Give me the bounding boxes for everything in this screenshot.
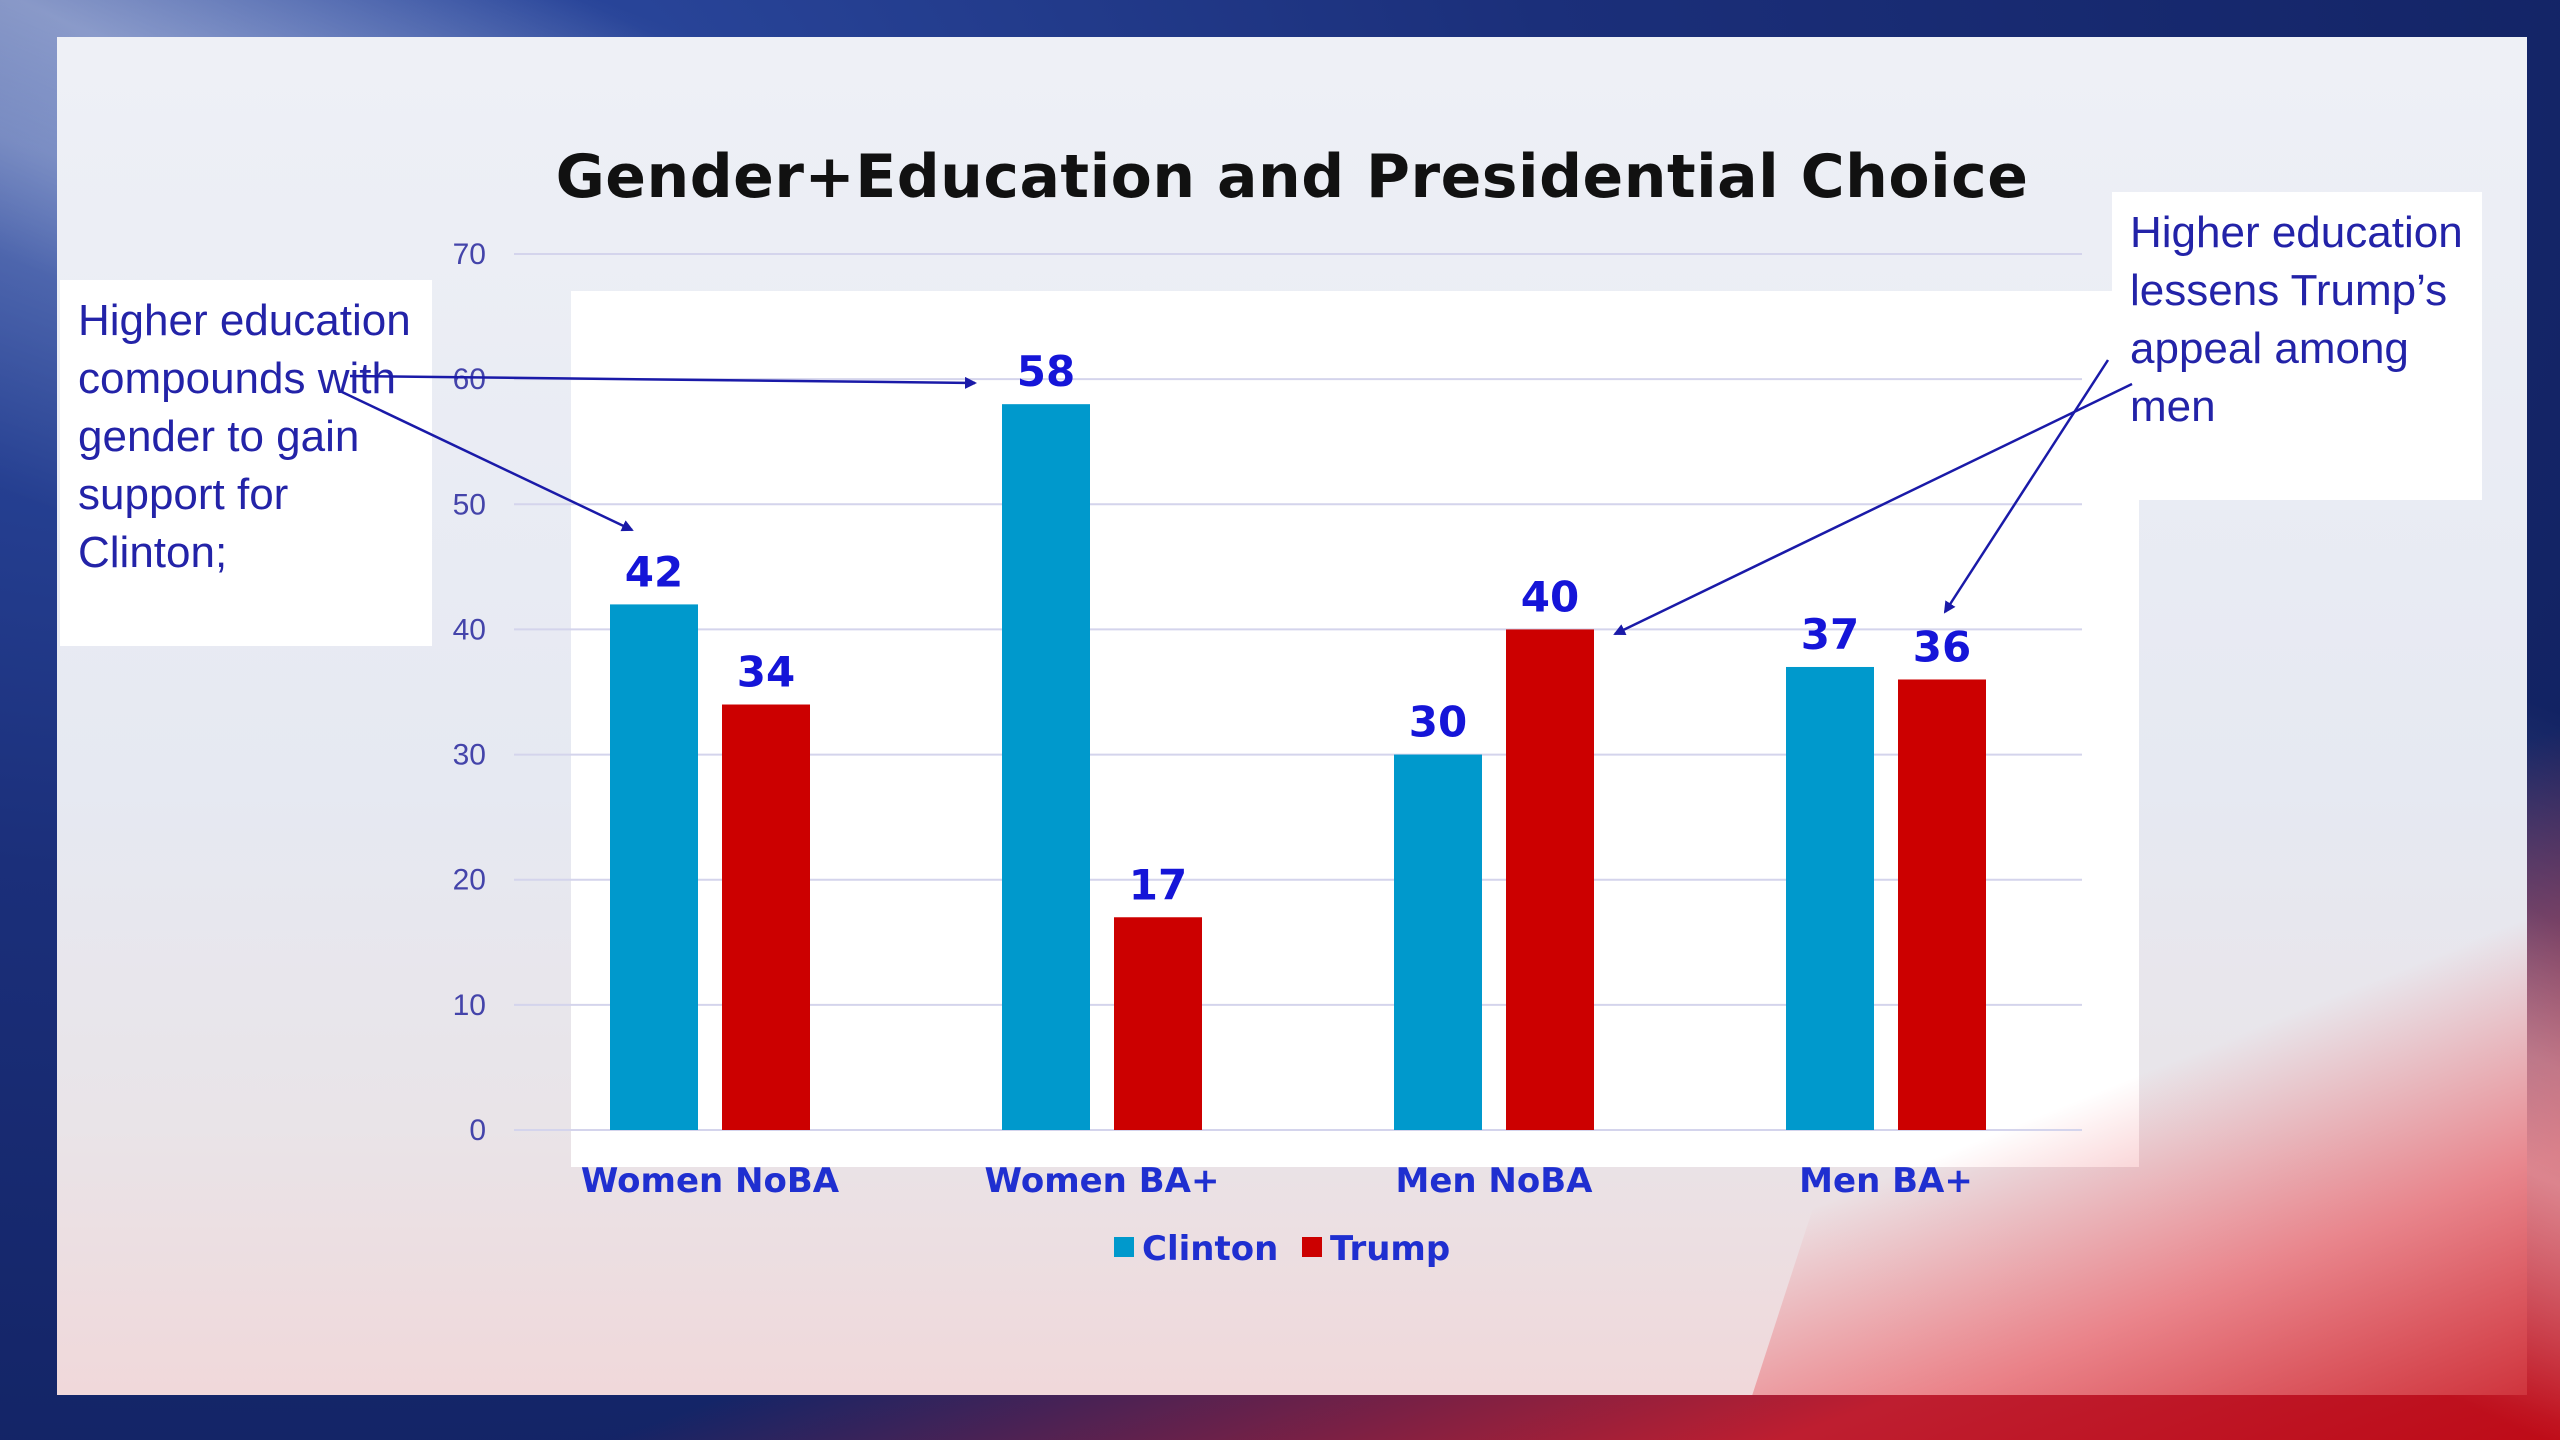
annotation-left: Higher education compounds with gender t…	[60, 280, 432, 646]
data-label-trump-2: 40	[1521, 572, 1579, 621]
legend-label-clinton: Clinton	[1142, 1229, 1278, 1269]
category-label: Men BA+	[1799, 1161, 1973, 1201]
chart-title: Gender+Education and Presidential Choice	[555, 142, 2029, 212]
category-label: Men NoBA	[1396, 1161, 1594, 1201]
data-label-trump-1: 17	[1129, 860, 1187, 909]
arrow-to-men-ba-trump	[1943, 359, 2110, 614]
data-label-trump-3: 36	[1913, 622, 1971, 671]
data-label-clinton-3: 37	[1801, 610, 1859, 659]
y-tick-label: 70	[453, 238, 486, 271]
annotation-right: Higher education lessens Trump’s appeal …	[2112, 192, 2482, 500]
data-label-clinton-0: 42	[625, 547, 683, 596]
bar-trump-3	[1898, 679, 1986, 1130]
data-label-trump-0: 34	[737, 648, 795, 697]
y-tick-label: 0	[469, 1114, 486, 1147]
bar-trump-0	[722, 704, 810, 1130]
bar-clinton-0	[610, 604, 698, 1130]
y-tick-label: 60	[453, 363, 486, 396]
legend-swatch-clinton	[1114, 1237, 1134, 1257]
bar-trump-1	[1114, 917, 1202, 1130]
bar-clinton-1	[1002, 404, 1090, 1131]
y-tick-label: 10	[453, 989, 486, 1022]
data-label-clinton-1: 58	[1017, 347, 1075, 396]
category-label: Women BA+	[985, 1161, 1220, 1201]
y-tick-label: 20	[453, 864, 486, 897]
arrow-to-men-noba-trump	[1613, 382, 2133, 636]
y-tick-label: 50	[453, 488, 486, 521]
y-tick-label: 30	[453, 739, 486, 772]
data-label-clinton-2: 30	[1409, 698, 1467, 747]
bar-clinton-3	[1786, 666, 1874, 1130]
bar-trump-2	[1506, 629, 1594, 1130]
arrow-to-women-noba-clinton	[341, 390, 634, 532]
legend-swatch-trump	[1302, 1237, 1322, 1257]
category-label: Women NoBA	[581, 1161, 840, 1201]
legend-label-trump: Trump	[1330, 1229, 1450, 1269]
bar-clinton-2	[1394, 754, 1482, 1130]
y-tick-label: 40	[453, 613, 486, 646]
arrow-to-women-ba-clinton	[349, 374, 977, 389]
